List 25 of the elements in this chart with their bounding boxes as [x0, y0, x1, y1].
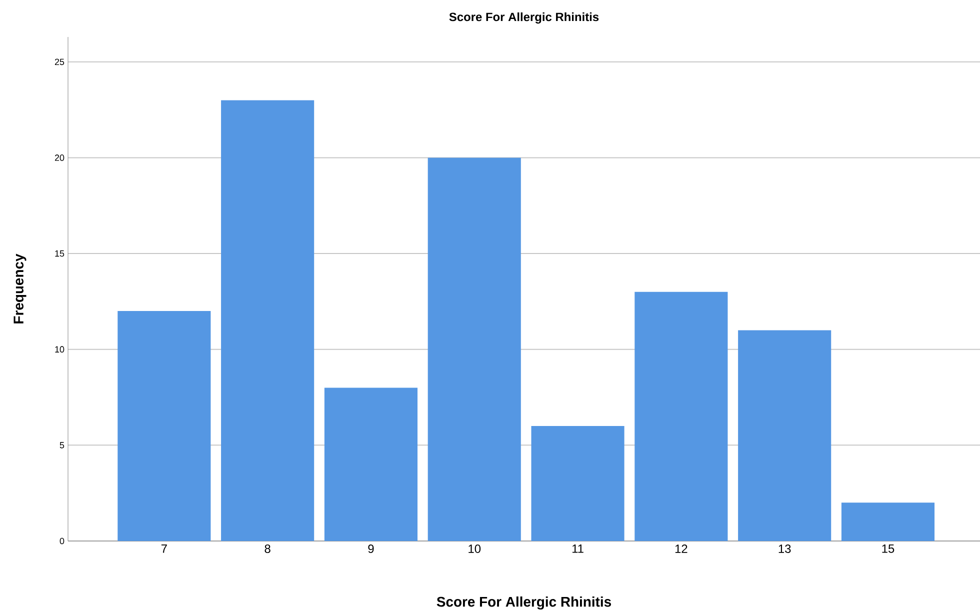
x-tick-label: 12	[675, 544, 688, 553]
x-tick-label: 15	[882, 544, 894, 553]
bar	[841, 502, 935, 541]
x-tick-label: 11	[572, 544, 584, 553]
y-tick-label: 10	[55, 346, 64, 353]
bar	[634, 292, 728, 541]
bar	[118, 311, 211, 541]
x-axis-title: Score For Allergic Rhinitis	[436, 596, 612, 610]
chart-title: Score For Allergic Rhinitis	[449, 12, 599, 24]
x-tick-label: 8	[264, 544, 270, 553]
x-tick-label: 10	[468, 544, 481, 553]
bar	[738, 330, 832, 541]
y-tick-label: 20	[54, 154, 64, 161]
bar	[428, 158, 521, 541]
x-tick-label: 7	[161, 544, 167, 553]
y-tick-label: 25	[54, 58, 64, 66]
bar	[324, 388, 418, 541]
bar	[531, 426, 624, 541]
bar	[221, 100, 314, 541]
y-axis-title: Frequency	[14, 254, 26, 324]
y-tick-label: 15	[55, 250, 64, 257]
y-tick-label: 0	[60, 538, 64, 544]
y-tick-label: 5	[60, 442, 64, 448]
x-tick-label: 13	[778, 544, 791, 553]
x-tick-label: 9	[368, 544, 374, 553]
